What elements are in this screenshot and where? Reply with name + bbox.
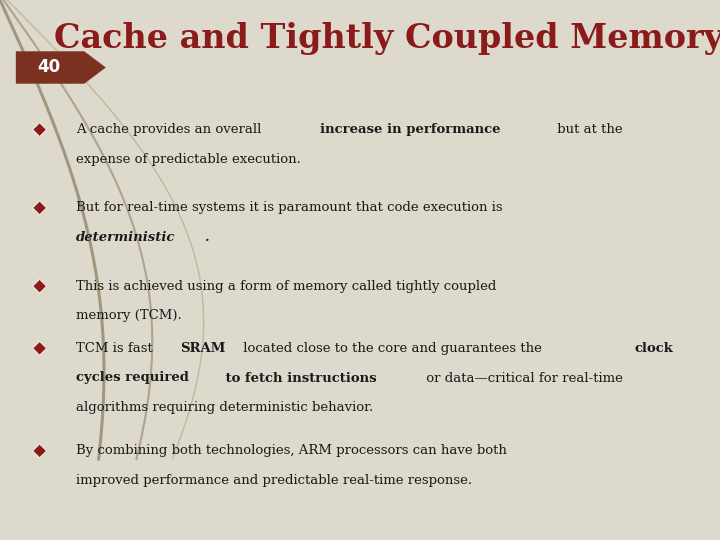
Text: Cache and Tightly Coupled Memory: Cache and Tightly Coupled Memory [54,22,720,55]
Polygon shape [32,341,47,355]
Text: This is achieved using a form of memory called tightly coupled: This is achieved using a form of memory … [76,280,496,293]
Polygon shape [32,123,47,137]
Text: A cache provides an overall: A cache provides an overall [76,123,265,136]
Text: By combining both technologies, ARM processors can have both: By combining both technologies, ARM proc… [76,444,506,457]
Text: clock: clock [635,342,674,355]
Text: TCM is fast: TCM is fast [76,342,157,355]
Text: improved performance and predictable real-time response.: improved performance and predictable rea… [76,474,472,487]
Text: expense of predictable execution.: expense of predictable execution. [76,153,300,166]
Polygon shape [32,201,47,215]
Text: 40: 40 [37,58,60,77]
Text: .: . [204,231,209,244]
Text: located close to the core and guarantees the: located close to the core and guarantees… [238,342,546,355]
Polygon shape [32,279,47,293]
Text: memory (TCM).: memory (TCM). [76,309,181,322]
Text: cycles required: cycles required [76,372,189,384]
Text: to fetch instructions: to fetch instructions [221,372,377,384]
Polygon shape [32,444,47,458]
Text: but at the: but at the [553,123,623,136]
Text: or data—critical for real-time: or data—critical for real-time [422,372,623,384]
Text: algorithms requiring deterministic behavior.: algorithms requiring deterministic behav… [76,401,373,414]
Text: deterministic: deterministic [76,231,175,244]
Text: increase in performance: increase in performance [320,123,501,136]
Text: SRAM: SRAM [180,342,225,355]
Text: But for real-time systems it is paramount that code execution is: But for real-time systems it is paramoun… [76,201,503,214]
Polygon shape [16,51,106,84]
